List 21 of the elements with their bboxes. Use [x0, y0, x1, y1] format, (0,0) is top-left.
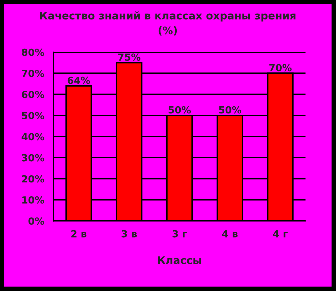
- x-tick-label: 4 г: [273, 230, 288, 238]
- chart-title: Качество знаний в классах охраны зрения (%): [40, 12, 296, 36]
- y-tick-label: 10%: [22, 196, 44, 204]
- x-tick-label: 2 в: [72, 230, 87, 238]
- x-tick-label: 3 г: [172, 230, 188, 238]
- data-label: 50%: [219, 106, 242, 114]
- y-tick-label: 40%: [22, 133, 44, 141]
- x-tick-label: 4 в: [222, 230, 238, 238]
- data-label: 50%: [168, 106, 192, 114]
- data-label: 64%: [68, 76, 90, 84]
- y-tick-label: 0%: [28, 218, 44, 225]
- y-tick-label: 80%: [22, 48, 44, 56]
- y-tick-label: 30%: [22, 154, 44, 162]
- y-tick-label: 50%: [22, 112, 44, 120]
- data-label: 70%: [270, 64, 292, 72]
- y-tick-label: 60%: [22, 91, 44, 98]
- x-tick-label: 3 в: [122, 230, 138, 238]
- data-label: 75%: [118, 54, 141, 62]
- y-tick-label: 70%: [22, 70, 44, 78]
- x-axis-title: Классы: [158, 256, 202, 264]
- y-tick-label: 20%: [22, 175, 44, 183]
